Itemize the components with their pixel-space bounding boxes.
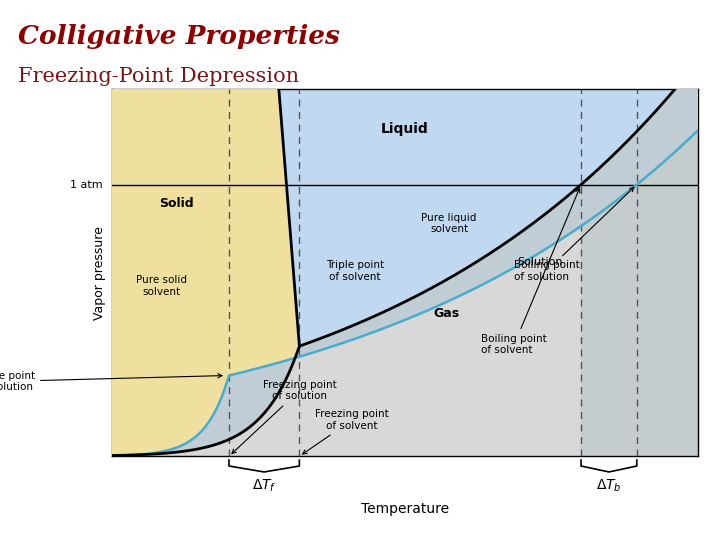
Text: Colligative Properties: Colligative Properties [18, 24, 340, 49]
Text: Freezing point
of solution: Freezing point of solution [232, 380, 336, 454]
Y-axis label: Vapor pressure: Vapor pressure [93, 226, 106, 320]
Text: Solution: Solution [517, 258, 563, 267]
Text: Triple point
of solvent: Triple point of solvent [326, 260, 384, 282]
Polygon shape [581, 89, 698, 456]
Text: Boiling point
of solvent: Boiling point of solvent [481, 188, 580, 355]
Text: $\Delta T_b$: $\Delta T_b$ [596, 477, 622, 494]
Polygon shape [229, 60, 698, 440]
Text: Pure liquid
solvent: Pure liquid solvent [421, 213, 477, 234]
Text: Pure solid
solvent: Pure solid solvent [136, 275, 187, 297]
Text: Boiling point
of solution: Boiling point of solution [513, 187, 634, 282]
Text: 1 atm: 1 atm [70, 180, 103, 190]
Text: Freezing point
of solvent: Freezing point of solvent [302, 409, 389, 454]
Text: Liquid: Liquid [381, 122, 429, 136]
Text: Solid: Solid [159, 197, 194, 210]
Text: Temperature: Temperature [361, 502, 449, 516]
Text: Freezing-Point Depression: Freezing-Point Depression [18, 68, 299, 86]
Polygon shape [112, 375, 229, 456]
Text: Triple point
of solution: Triple point of solution [0, 370, 222, 392]
Text: $\Delta T_f$: $\Delta T_f$ [252, 477, 276, 494]
Text: Gas: Gas [433, 307, 459, 320]
Polygon shape [112, 89, 300, 456]
Polygon shape [279, 60, 698, 346]
